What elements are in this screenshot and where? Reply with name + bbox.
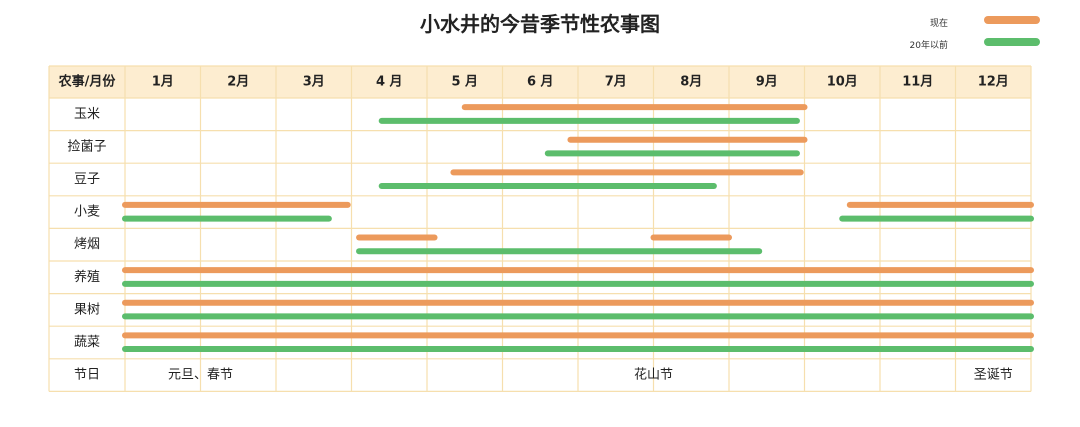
month-label: 12月: [978, 75, 1009, 90]
row-label: 豆子: [74, 172, 100, 187]
festival-label: 元旦、春节: [168, 368, 233, 383]
month-label: 3月: [303, 75, 325, 90]
month-label: 6 月: [527, 75, 554, 90]
month-label: 2月: [227, 75, 249, 90]
festival-row-label: 节日: [74, 368, 100, 383]
legend-label-past: 20年以前: [909, 41, 948, 51]
month-label: 8月: [680, 75, 702, 90]
festival-label: 圣诞节: [974, 368, 1013, 383]
legend-label-now: 现在: [929, 19, 948, 29]
festival-label: 花山节: [634, 367, 673, 383]
month-label: 4 月: [376, 75, 403, 90]
row-label: 果树: [74, 302, 100, 317]
month-label: 10月: [827, 75, 858, 90]
month-label: 11月: [902, 75, 933, 90]
month-label: 9月: [756, 75, 778, 90]
chart-title: 小水井的今昔季节性农事图: [420, 12, 660, 36]
row-label: 蔬菜: [74, 335, 100, 350]
row-label: 小麦: [74, 205, 100, 220]
row-label: 养殖: [74, 269, 100, 285]
corner-label: 农事/月份: [58, 74, 117, 90]
legend-swatch-now: [984, 16, 1040, 24]
header-background: [49, 66, 1031, 98]
row-label: 烤烟: [74, 237, 100, 252]
legend-swatch-past: [984, 38, 1040, 46]
month-label: 1月: [152, 75, 174, 90]
month-label: 7月: [605, 75, 627, 90]
row-label: 捡菌子: [67, 138, 106, 154]
row-label: 玉米: [74, 107, 100, 122]
month-label: 5 月: [451, 75, 478, 90]
